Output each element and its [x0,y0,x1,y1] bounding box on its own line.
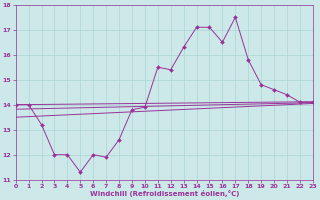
X-axis label: Windchill (Refroidissement éolien,°C): Windchill (Refroidissement éolien,°C) [90,190,239,197]
